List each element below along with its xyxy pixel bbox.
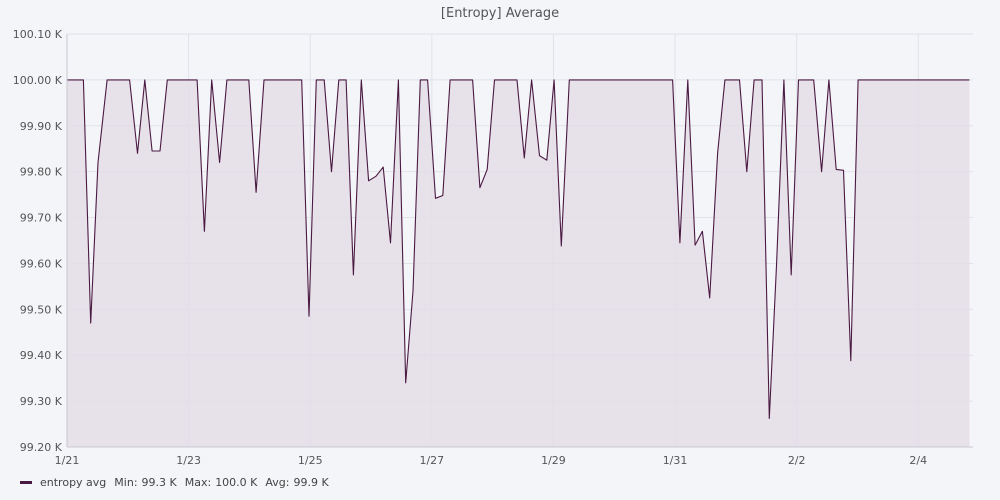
x-tick-label: 1/29 [541, 454, 566, 467]
x-tick-label: 1/27 [419, 454, 444, 467]
x-tick-label: 2/2 [788, 454, 806, 467]
y-tick-label: 99.70 K [20, 212, 63, 225]
axes: 99.20 K 99.30 K 99.40 K 99.50 K 99.60 K 99.70… [13, 28, 973, 467]
legend-min-label: Min: [114, 475, 138, 489]
legend-max-value: 100.0 K [215, 475, 258, 489]
series-area-fill [67, 79, 970, 448]
y-tick-label: 99.80 K [20, 166, 63, 179]
legend-avg-label: Avg: [265, 475, 290, 489]
y-tick-label: 100.10 K [13, 28, 63, 41]
legend-avg-value: 99.9 K [293, 475, 329, 489]
y-tick-label: 99.40 K [20, 349, 63, 362]
y-tick-label: 99.30 K [20, 395, 63, 408]
y-tick-label: 99.50 K [20, 303, 63, 316]
x-tick-label: 1/23 [176, 454, 201, 467]
legend-swatch [20, 480, 32, 484]
series-layer [67, 79, 970, 448]
legend-series-name: entropy avg [40, 475, 107, 489]
y-tick-label: 100.00 K [13, 74, 63, 87]
legend-max-label: Max: [184, 475, 212, 489]
chart-title: [Entropy] Average [440, 6, 560, 21]
series-line-entropy-avg [67, 79, 970, 420]
legend: entropy avg Min: 99.3 K Max: 100.0 K Avg… [20, 474, 329, 490]
y-tick-label: 99.60 K [20, 257, 63, 270]
x-tick-label: 1/25 [298, 454, 323, 467]
x-tick-label: 1/31 [663, 454, 688, 467]
y-tick-label: 99.90 K [20, 120, 63, 133]
x-tick-label: 1/21 [55, 454, 80, 467]
y-tick-label: 99.20 K [20, 441, 63, 454]
x-tick-label: 2/4 [909, 454, 927, 467]
legend-min-value: 99.3 K [141, 475, 177, 489]
